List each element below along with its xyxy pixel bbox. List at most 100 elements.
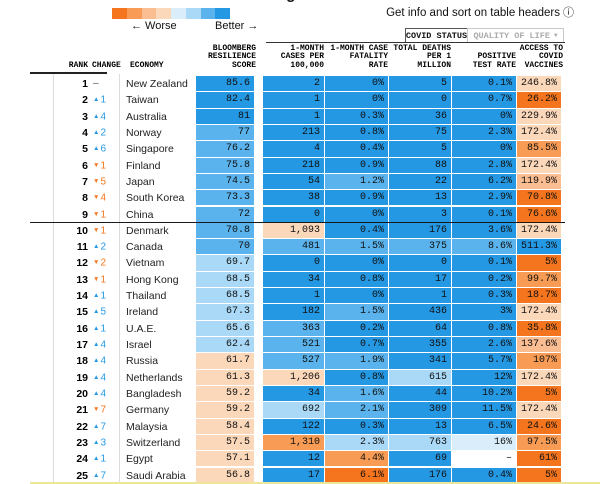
rank-cell: 15 (76, 306, 88, 319)
metric-cell: 57.1 (196, 451, 254, 467)
legend-swatch (215, 8, 230, 19)
metric-cell: 11.5% (451, 402, 516, 418)
metric-cell: 3 (388, 206, 451, 222)
metric-cell: 10.2% (451, 385, 516, 402)
change-cell: ▼4 (93, 192, 106, 204)
table-row: 25 ▲7 Saudi Arabia 56.8 17 6.1% 176 0.4% 5% (0, 467, 600, 484)
metric-cell: 172.4% (516, 222, 561, 239)
economy-cell: Israel (126, 339, 152, 351)
change-cell: ▲1 (93, 290, 106, 302)
metric-cell: 0 (262, 255, 324, 271)
column-header-fatality[interactable]: 1-MONTH CASE FATALITY RATE (330, 43, 388, 71)
change-economy-rule (119, 74, 120, 484)
table-row: 22 ▲7 Malaysia 58.4 122 0.3% 13 6.5% 24.6% (0, 418, 600, 435)
metric-cell: 1 (388, 288, 451, 304)
column-header-change[interactable]: CHANGE (92, 61, 121, 71)
metric-cell: 122 (262, 418, 324, 434)
rank-cell: 14 (76, 290, 88, 303)
metric-cell: 436 (388, 304, 451, 320)
arrow-up-icon: ▲ (93, 455, 100, 463)
column-gap (254, 207, 262, 222)
rank-cell: 5 (82, 143, 88, 156)
change-cell: ▲1 (93, 94, 106, 106)
column-header-economy[interactable]: ECONOMY (130, 61, 164, 71)
metric-cell: 1 (262, 108, 324, 124)
economy-cell: China (126, 208, 154, 221)
metric-cell: 6.2% (451, 173, 516, 190)
economy-cell: Norway (126, 126, 162, 139)
metric-cell: 6.5% (451, 418, 516, 434)
sort-hint-text: Get info and sort on table headers (386, 7, 560, 19)
column-header-vaccines[interactable]: ACCESS TO COVID VACCINES (519, 43, 563, 71)
metric-cell: 6.1% (324, 467, 388, 483)
column-gap (254, 92, 262, 107)
column-header-deaths[interactable]: TOTAL DEATHS PER 1 MILLION (393, 43, 451, 71)
bottom-highlight-strip (30, 482, 600, 484)
metric-cell: 182 (262, 304, 324, 320)
metric-cell: 82.4 (196, 92, 254, 108)
economy-cell: Saudi Arabia (126, 469, 186, 482)
arrow-up-icon: ▲ (93, 471, 100, 479)
change-cell: ▲1 (93, 323, 106, 335)
rank-cell: 1 (82, 78, 88, 90)
column-header-rank[interactable]: RANK (68, 61, 88, 71)
column-gap (254, 109, 262, 124)
metric-cell: 246.8% (516, 76, 561, 92)
economy-cell: Malaysia (126, 420, 168, 433)
economy-cell: Canada (126, 241, 163, 254)
metric-cell: 107% (516, 353, 561, 369)
metric-cell: 5% (516, 467, 561, 483)
economy-cell: Thailand (126, 290, 167, 303)
metric-cell: 2 (262, 76, 324, 92)
tab-covid-status[interactable]: COVID STATUS (405, 28, 468, 43)
metric-cell: 69 (388, 451, 451, 467)
metric-cell: 481 (262, 239, 324, 255)
page-title-text: Covid Resilience Ranking (112, 0, 412, 3)
metric-cell: 59.2 (196, 385, 254, 402)
metric-cell: 64 (388, 320, 451, 336)
table-row: 15 ▲5 Ireland 67.3 182 1.5% 436 3% 172.4% (0, 304, 600, 320)
column-gap (254, 255, 262, 270)
column-header-cases[interactable]: 1-MONTH CASES PER 100,000 (280, 43, 324, 71)
column-gap (254, 190, 262, 205)
column-header-score[interactable]: BLOOMBERG RESILIENCE SCORE (207, 43, 256, 71)
table-row: 17 ▲4 Israel 62.4 521 0.7% 355 2.6% 137.6% (0, 337, 600, 353)
metric-cell: 36 (388, 108, 451, 124)
metric-cell: 0 (388, 255, 451, 271)
table-row: 21 ▼7 Germany 59.2 692 2.1% 309 11.5% 172.4% (0, 402, 600, 418)
metric-cell: 70 (196, 239, 254, 255)
tab-quality-of-life[interactable]: QUALITY OF LIFE ▼ (467, 28, 564, 43)
metric-cell: 309 (388, 402, 451, 418)
arrow-up-icon: ▲ (93, 373, 100, 381)
metric-cell: 34 (262, 385, 324, 402)
change-cell: ▼1 (93, 209, 106, 220)
table-row: 18 ▲4 Russia 61.7 527 1.9% 341 5.7% 107% (0, 353, 600, 369)
legend-swatch (126, 8, 142, 19)
rank-cell: 18 (76, 355, 88, 368)
metric-cell: 2.3% (451, 124, 516, 141)
metric-cell: 0% (324, 255, 388, 271)
column-gap (254, 272, 262, 287)
rank-cell: 20 (76, 387, 88, 400)
metric-cell: 85.5% (516, 141, 561, 157)
metric-cell: 4 (262, 141, 324, 157)
metric-cell: 69.7 (196, 255, 254, 271)
metric-cell: 56.8 (196, 467, 254, 483)
metric-cell: 0.9% (324, 190, 388, 206)
economy-cell: New Zealand (126, 78, 188, 90)
change-cell: – (93, 78, 99, 89)
legend-swatch (156, 8, 171, 19)
arrow-up-icon: ▲ (93, 357, 100, 365)
metric-cell: 2.1% (324, 402, 388, 418)
metric-cell: 2.9% (451, 190, 516, 206)
metric-cell: 0% (324, 206, 388, 222)
metric-cell: 3.6% (451, 222, 516, 239)
metric-cell: 68.5 (196, 288, 254, 304)
metric-cell: 0.3% (324, 418, 388, 434)
arrow-up-icon: ▲ (93, 341, 100, 348)
metric-cell: 18.7% (516, 288, 561, 304)
table-row: 8 ▼4 South Korea 73.3 38 0.9% 13 2.9% 70.8% (0, 190, 600, 206)
column-header-positive[interactable]: POSITIVE TEST RATE (472, 52, 516, 71)
column-gap (254, 239, 262, 254)
change-cell: ▲2 (93, 241, 106, 253)
